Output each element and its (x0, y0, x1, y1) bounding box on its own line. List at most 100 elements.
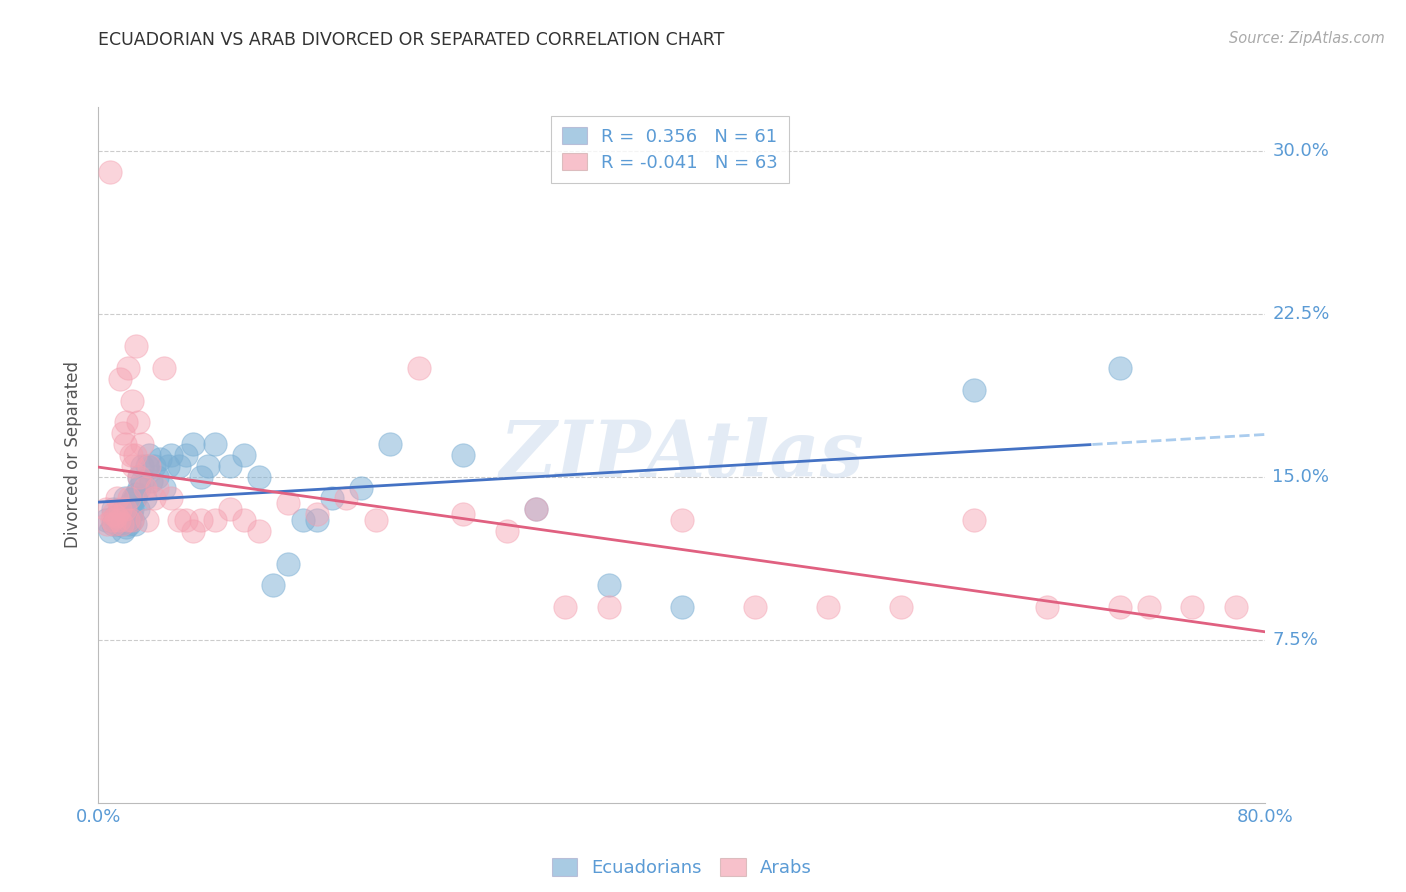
Point (598, 578, 620, 592)
Point (117, 360, 139, 375)
Point (890, 600, 912, 615)
Point (105, 491, 128, 506)
Point (1181, 600, 1204, 615)
Point (1108, 600, 1130, 615)
Point (524, 502, 547, 516)
Point (111, 517, 134, 532)
Point (307, 513, 329, 527)
Point (124, 448, 146, 462)
Point (291, 513, 314, 527)
Point (131, 458, 153, 473)
Point (277, 496, 299, 510)
Point (122, 458, 145, 473)
Point (1035, 600, 1057, 615)
Text: 7.5%: 7.5% (1272, 631, 1319, 648)
Point (233, 513, 256, 527)
Point (218, 458, 240, 473)
Point (1225, 600, 1247, 615)
Point (160, 448, 183, 462)
Point (110, 507, 132, 521)
Point (408, 360, 430, 375)
Point (181, 524, 204, 538)
Point (197, 458, 219, 473)
Point (153, 360, 176, 375)
Point (114, 502, 136, 516)
Point (112, 524, 135, 538)
Point (962, 513, 984, 527)
Text: 15.0%: 15.0% (1272, 467, 1330, 485)
Point (121, 513, 143, 527)
Text: ECUADORIAN VS ARAB DIVORCED OR SEPARATED CORRELATION CHART: ECUADORIAN VS ARAB DIVORCED OR SEPARATED… (98, 31, 725, 49)
Point (118, 517, 141, 532)
Point (103, 517, 125, 532)
Point (495, 524, 517, 538)
Point (744, 600, 766, 615)
Point (96, 517, 118, 532)
Point (142, 491, 165, 506)
Point (817, 600, 839, 615)
Point (125, 487, 148, 501)
Point (174, 448, 197, 462)
Text: ZIPAtlas: ZIPAtlas (499, 417, 865, 493)
Point (671, 600, 693, 615)
Point (94, 513, 117, 527)
Text: 22.5%: 22.5% (1272, 304, 1330, 323)
Point (451, 507, 474, 521)
Text: 30.0%: 30.0% (1272, 142, 1329, 160)
Point (131, 437, 153, 451)
Point (167, 513, 190, 527)
Point (128, 469, 150, 483)
Point (101, 502, 124, 516)
Point (451, 448, 474, 462)
Point (114, 437, 136, 451)
Point (98, 524, 121, 538)
Point (118, 491, 141, 506)
Point (121, 393, 143, 408)
Point (554, 600, 576, 615)
Point (233, 448, 256, 462)
Point (94, 502, 117, 516)
Point (111, 517, 134, 532)
Point (104, 508, 127, 523)
Legend: Ecuadorians, Arabs: Ecuadorians, Arabs (544, 851, 820, 884)
Point (98, 165, 121, 179)
Point (247, 469, 270, 483)
Point (160, 491, 183, 506)
Point (115, 519, 138, 533)
Point (128, 469, 150, 483)
Point (277, 557, 299, 571)
Point (101, 507, 124, 521)
Point (153, 481, 176, 495)
Point (114, 502, 136, 516)
Point (105, 517, 128, 532)
Point (262, 578, 284, 592)
Point (321, 491, 343, 506)
Point (138, 448, 160, 462)
Point (218, 502, 240, 516)
Point (124, 517, 146, 532)
Point (1108, 360, 1130, 375)
Point (307, 507, 329, 521)
Point (117, 513, 139, 527)
Point (114, 491, 136, 506)
Point (134, 481, 156, 495)
Point (142, 458, 165, 473)
Point (134, 491, 156, 506)
Point (190, 513, 212, 527)
Point (124, 491, 146, 506)
Point (135, 458, 157, 473)
Point (364, 513, 387, 527)
Point (120, 507, 142, 521)
Point (115, 415, 138, 429)
Point (120, 448, 142, 462)
Point (190, 469, 212, 483)
Point (122, 491, 145, 506)
Point (174, 513, 197, 527)
Point (110, 513, 132, 527)
Point (121, 513, 143, 527)
Point (204, 513, 226, 527)
Point (112, 426, 135, 441)
Point (120, 496, 142, 510)
Point (378, 437, 402, 451)
Point (110, 372, 132, 386)
